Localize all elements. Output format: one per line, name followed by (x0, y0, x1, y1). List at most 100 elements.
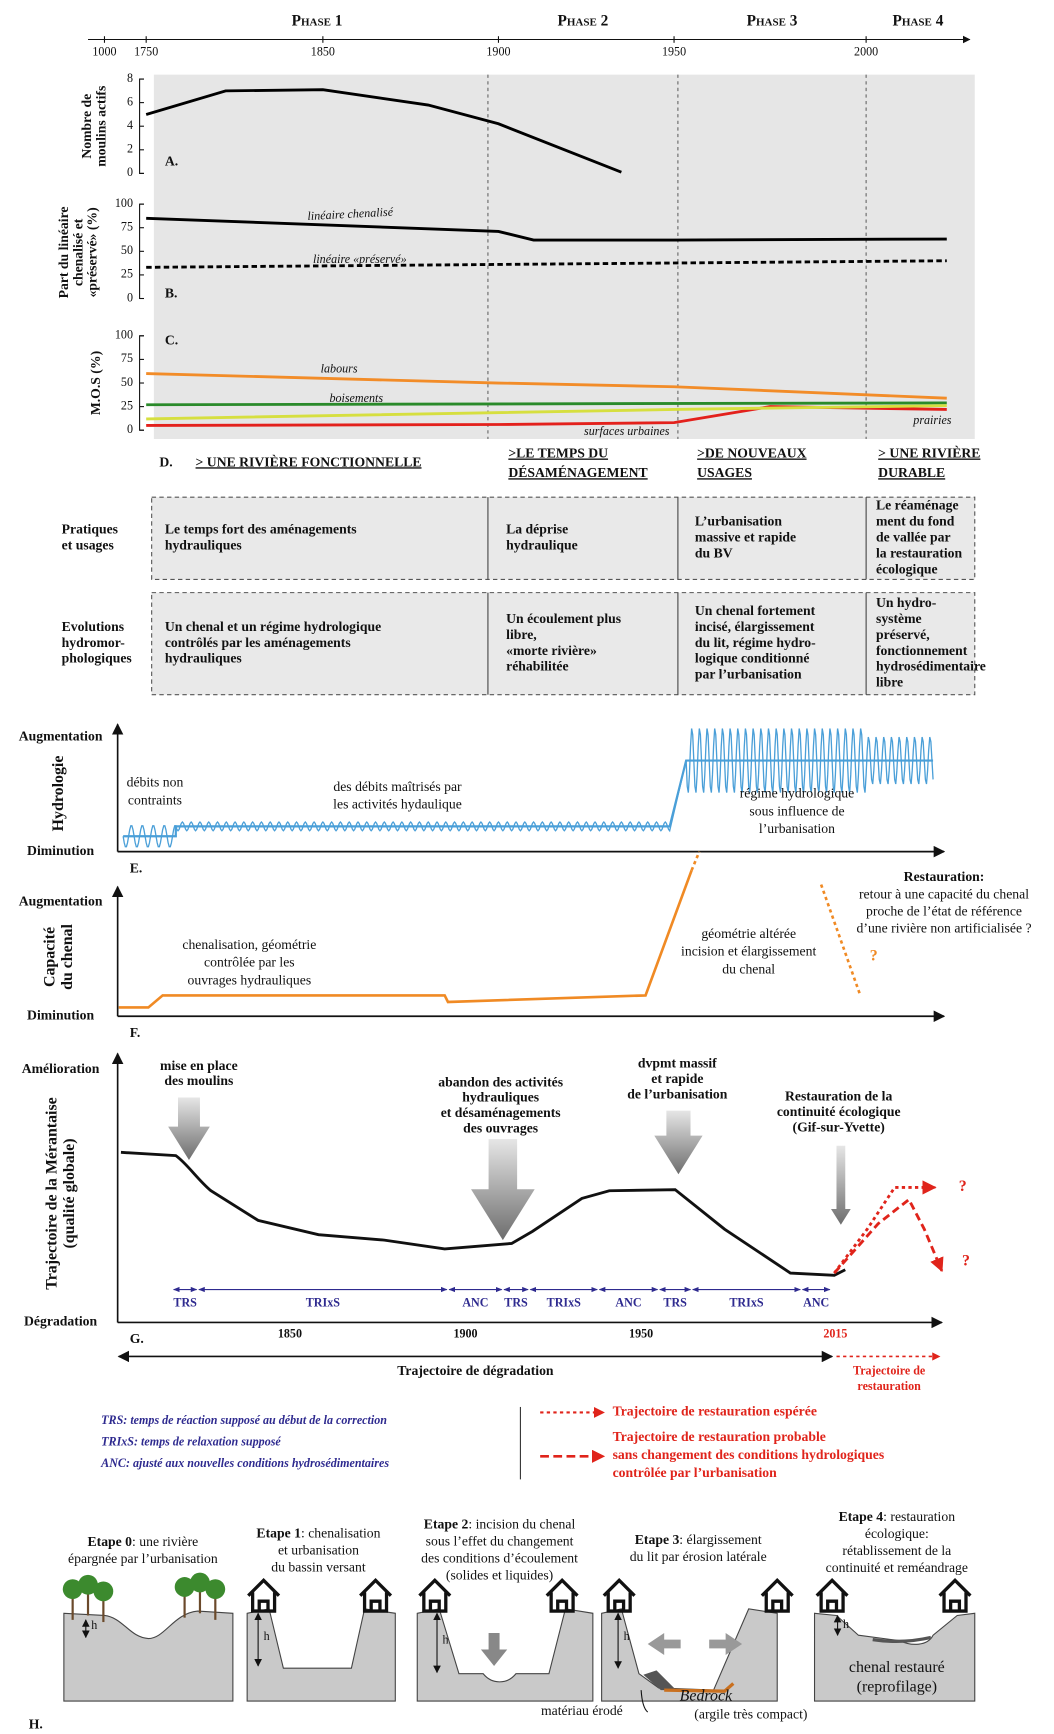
bedrock (664, 1682, 735, 1693)
stage-title: Etape 2: incision du chenal (424, 1517, 576, 1532)
cell-text: Un hydro- (876, 595, 937, 610)
column-heading: DÉSAMÉNAGEMENT (508, 464, 647, 480)
house-icon (938, 1578, 972, 1613)
period-label: TRS (173, 1296, 197, 1310)
x-tick-label: 1850 (311, 44, 335, 58)
stage-text: rétablissement de la (842, 1543, 951, 1558)
stage-name: Etape 1 (256, 1525, 301, 1540)
table-row (151, 496, 976, 581)
y-tick-label: 25 (121, 398, 133, 412)
height-label: h (843, 1617, 849, 1631)
cell-text: L’urbanisation (695, 514, 782, 529)
period-label: TRS (504, 1296, 528, 1310)
series-label: prairies (912, 413, 952, 427)
panel-label: F. (130, 1025, 141, 1040)
row-label: et usages (62, 537, 114, 552)
cell-text: préservé, (876, 627, 930, 642)
restoration-line (819, 884, 861, 994)
phase-label: Phase 3 (747, 12, 798, 29)
column-heading: >DE NOUVEAUX (697, 445, 807, 460)
y-axis-title: moulins actifs (93, 86, 108, 167)
hoped-trajectory (833, 1180, 937, 1274)
cell-text: contrôlés par les aménagements (165, 635, 351, 650)
x-tick-label: 1900 (486, 44, 510, 58)
widening-arrow (647, 1633, 743, 1655)
event-label: hydrauliques (462, 1090, 539, 1105)
axis-end-label: Diminution (27, 1007, 94, 1022)
house-icon (760, 1578, 794, 1613)
stage-note: (argile très compact) (694, 1706, 807, 1722)
y-axis-title: Nombre de (79, 94, 94, 159)
y-axis-title: Capacité (41, 927, 58, 987)
trajectory-caption: restauration (857, 1379, 921, 1393)
cell-text: fonctionnement (876, 643, 968, 658)
restored-channel (872, 1635, 932, 1644)
stage-text: sous l’effet du changement (426, 1534, 574, 1549)
legend-entry: contrôlée par l’urbanisation (613, 1465, 778, 1480)
event-label: dvpmt massif (638, 1056, 717, 1071)
event-label: de l’urbanisation (627, 1086, 728, 1101)
data-line (146, 216, 947, 242)
cell-text: Un chenal fortement (695, 603, 816, 618)
height-label: h (624, 1629, 630, 1643)
series-label: labours (321, 362, 358, 376)
stage-title: Etape 3: élargissement (635, 1532, 762, 1547)
panel-label: E. (130, 860, 143, 875)
cell-text: écologique (876, 561, 938, 576)
eroded-material (643, 1670, 677, 1691)
stage-text: du lit par érosion latérale (630, 1549, 767, 1564)
cross-section (416, 1608, 594, 1702)
data-line (146, 404, 947, 421)
table-row (151, 592, 976, 696)
stage-name: Etape 4 (839, 1509, 884, 1524)
axis-end-label: Dégradation (24, 1314, 97, 1329)
y-tick-label: 100 (115, 328, 133, 342)
year-label: 2015 (823, 1326, 847, 1340)
eroded-pointer (640, 1690, 649, 1713)
column-heading: DURABLE (878, 465, 945, 480)
annotation: proche de l’état de référence (866, 904, 1022, 919)
cross-section (63, 1610, 234, 1702)
y-axis-title: chenalisé et (70, 218, 85, 286)
y-tick-label: 25 (121, 267, 133, 281)
event-label: des ouvrages (463, 1120, 538, 1135)
question-mark: ? (962, 1253, 970, 1270)
y-tick-label: 0 (127, 290, 133, 304)
event-arrow (471, 1139, 535, 1241)
phase-label: Phase 2 (557, 12, 608, 29)
y-tick-label: 75 (121, 351, 133, 365)
cell-text: incisé, élargissement (695, 619, 815, 634)
cell-text: réhabilitée (506, 659, 568, 674)
cell-text: Un chenal et un régime hydrologique (165, 619, 381, 634)
annotation: contrôlée par les (204, 955, 295, 970)
annotation: l’urbanisation (759, 821, 835, 836)
event-label: continuité écologique (777, 1104, 901, 1119)
legend-entry: sans changement des conditions hydrologi… (613, 1447, 885, 1462)
capacity-line-dashed (690, 851, 701, 871)
stage-note: chenal restauré (849, 1659, 945, 1676)
stage-text: du bassin versant (271, 1559, 366, 1574)
stage-text: et urbanisation (278, 1542, 359, 1557)
y-tick-label: 100 (115, 196, 133, 210)
x-tick-label: 2000 (854, 44, 878, 58)
annotation: géométrie altérée (701, 926, 796, 941)
column-heading: > UNE RIVIÈRE FONCTIONNELLE (196, 453, 422, 469)
annotation: des débits maîtrisés par (333, 779, 462, 794)
stage-title: Etape 0: une rivière (88, 1534, 199, 1549)
trajectory-caption: Trajectoire de dégradation (397, 1363, 554, 1378)
panel-label: A. (165, 154, 178, 169)
stage-text: : une rivière (132, 1534, 198, 1549)
annotation: chenalisation, géométrie (182, 937, 316, 952)
stage-name: Etape 3 (635, 1532, 680, 1547)
trajectory-caption: Trajectoire de (853, 1364, 926, 1378)
stage-title: Etape 1: chenalisation (256, 1525, 380, 1540)
cell-text: ment du fond (876, 514, 955, 529)
y-axis-title: «préservé» (%) (85, 207, 101, 297)
y-tick-label: 0 (127, 422, 133, 436)
x-tick-label: 1950 (662, 44, 686, 58)
cell-text: logique conditionné (695, 651, 810, 666)
y-tick-label: 50 (121, 243, 133, 257)
annotation: régime hydrologique (740, 786, 855, 801)
axis-end-label: Diminution (27, 843, 94, 858)
house-icon (602, 1578, 636, 1613)
